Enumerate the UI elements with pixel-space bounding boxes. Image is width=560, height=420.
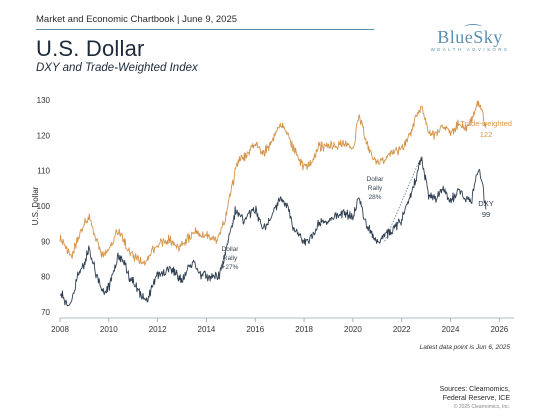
x-tick-label-2008: 2008 (51, 325, 69, 334)
logo-name: BlueSky (437, 27, 503, 47)
dxy-end-value: 99 (482, 210, 490, 219)
y-tick-label-100: 100 (37, 202, 51, 211)
annotation-rally2-line-1: Rally (368, 185, 383, 192)
series-line-trade-weighted (59, 100, 487, 266)
sources: Sources: Clearnomics, Federal Reserve, I… (440, 386, 510, 403)
series-line-dxy (59, 156, 487, 307)
y-tick-label-120: 120 (37, 131, 51, 140)
sources-line-2: Federal Reserve, ICE (442, 394, 510, 402)
y-tick-label-110: 110 (37, 167, 50, 176)
annotation-arrow-rally2 (384, 156, 422, 242)
x-tick-label-2016: 2016 (246, 325, 264, 334)
chartbook-header: Market and Economic Chartbook | June 9, … (36, 14, 238, 25)
x-tick-label-2010: 2010 (100, 325, 118, 334)
trade-weighted-end-value: 122 (480, 130, 493, 139)
annotation-rally2-line-2: 28% (368, 194, 381, 201)
annotation-rally1-line-2: +27% (222, 264, 239, 271)
bluesky-logo: BlueSky WEALTH ADVISORS (430, 24, 510, 52)
y-tick-label-90: 90 (41, 237, 50, 246)
page-title: U.S. Dollar (36, 36, 145, 61)
sources-line-1: Sources: Clearnomics, (439, 386, 510, 393)
annotation-rally1-line-1: Rally (223, 255, 238, 262)
x-tick-label-2014: 2014 (198, 325, 216, 334)
x-tick-label-2026: 2026 (490, 325, 508, 334)
x-tick-label-2018: 2018 (295, 325, 313, 334)
logo-swoosh-icon (464, 24, 482, 30)
x-tick-label-2024: 2024 (442, 325, 460, 334)
y-tick-label-80: 80 (41, 273, 50, 282)
x-tick-label-2012: 2012 (149, 325, 167, 334)
trade-weighted-legend-label: Trade-weighted (460, 119, 512, 128)
x-tick-label-2022: 2022 (393, 325, 411, 334)
dxy-legend-label: DXY (478, 199, 493, 208)
annotation-arrow-rally1 (218, 209, 237, 277)
y-tick-label-130: 130 (37, 96, 51, 105)
y-axis-label: U.S. Dollar (31, 186, 40, 225)
annotation-rally1-line-0: Dollar (222, 246, 240, 253)
copyright: © 2025 Clearnomics, Inc. (453, 404, 510, 410)
x-tick-label-2020: 2020 (344, 325, 362, 334)
annotation-rally2-line-0: Dollar (367, 176, 385, 183)
header-rule (36, 29, 374, 30)
logo-tagline: WEALTH ADVISORS (430, 47, 510, 52)
y-tick-label-70: 70 (41, 308, 50, 317)
latest-data-note: Latest data point is Jun 6, 2025 (419, 344, 510, 351)
page-subtitle: DXY and Trade-Weighted Index (36, 62, 198, 74)
